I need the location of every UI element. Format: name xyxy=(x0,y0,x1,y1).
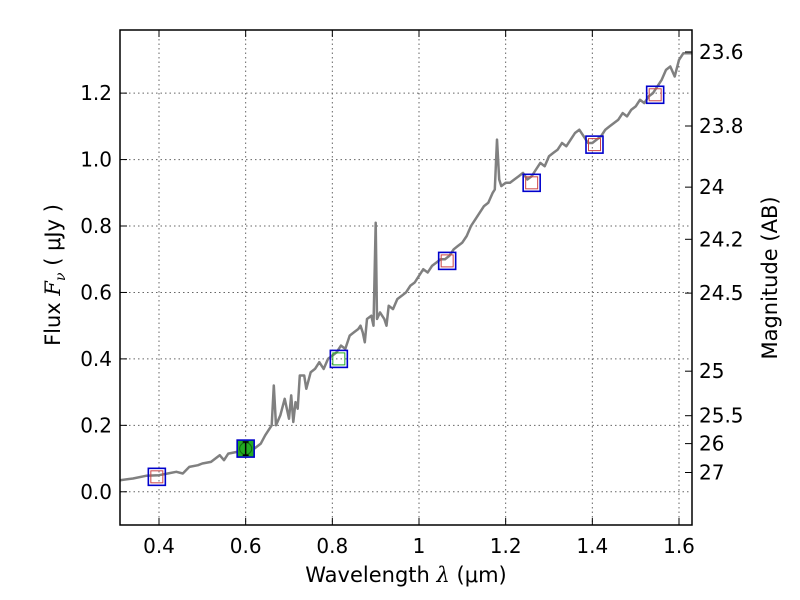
photometry-marker xyxy=(147,467,167,487)
magnitude-tick-label: 23.6 xyxy=(699,40,744,64)
photometry-marker xyxy=(585,135,604,154)
model-marker xyxy=(525,176,539,190)
photometry-marker xyxy=(645,85,665,105)
x-tick-label: 0.6 xyxy=(230,534,262,558)
magnitude-tick-label: 23.8 xyxy=(699,114,744,138)
photometry-point xyxy=(147,467,167,487)
x-axis-label: Wavelength λ (μm) xyxy=(305,563,506,587)
model-marker xyxy=(588,138,601,152)
x-tick-label: 1 xyxy=(413,534,426,558)
spectrum-line xyxy=(119,52,692,482)
magnitude-tick-label: 24.5 xyxy=(699,281,744,305)
photometry-point xyxy=(329,349,349,369)
magnitude-tick-label: 24 xyxy=(699,175,724,199)
photometry-point xyxy=(585,135,604,154)
model-marker xyxy=(150,470,164,484)
magnitude-tick-label: 25 xyxy=(699,359,724,383)
y-axis-label: Flux Fν ( μJy ) xyxy=(41,204,69,346)
photometry-point xyxy=(437,251,457,271)
x-tick-label: 0.8 xyxy=(316,534,348,558)
y-tick-label: 0.0 xyxy=(80,480,112,504)
x-tick-label: 1.2 xyxy=(490,534,522,558)
x-axis: 0.4 0.6 0.8 1 1.2 1.4 1.6 xyxy=(143,30,695,558)
magnitude-axis: 23.6 23.8 24 24.2 24.5 25 25.5 26 27 xyxy=(685,40,744,485)
magnitude-axis-label: Magnitude (AB) xyxy=(758,196,782,359)
y-axis: 0.0 0.2 0.4 0.6 0.8 1.0 1.2 xyxy=(80,81,127,504)
photometry-point xyxy=(645,85,665,105)
spectrum-layer xyxy=(119,52,692,482)
y-tick-label: 0.8 xyxy=(80,214,112,238)
y-tick-label: 0.2 xyxy=(80,413,112,437)
magnitude-tick-label: 27 xyxy=(699,461,724,485)
y-tick-label: 1.0 xyxy=(80,148,112,172)
y-tick-label: 0.6 xyxy=(80,280,112,304)
grid xyxy=(120,30,692,525)
x-tick-label: 1.6 xyxy=(663,534,695,558)
y-tick-label: 1.2 xyxy=(80,81,112,105)
magnitude-tick-label: 26 xyxy=(699,432,724,456)
photometry-marker xyxy=(522,173,541,193)
photometry-marker xyxy=(437,251,457,271)
photometry-point xyxy=(522,173,541,193)
x-tick-label: 0.4 xyxy=(143,534,175,558)
model-marker xyxy=(332,352,346,366)
magnitude-tick-label: 24.2 xyxy=(699,227,744,251)
magnitude-tick-label: 25.5 xyxy=(699,404,744,428)
model-marker xyxy=(648,88,662,102)
photometry-point xyxy=(236,439,255,458)
x-tick-label: 1.4 xyxy=(576,534,608,558)
photometry-marker xyxy=(329,349,349,369)
photometry-layer xyxy=(147,85,665,487)
plot-frame xyxy=(119,29,693,526)
model-marker xyxy=(440,254,454,268)
y-tick-label: 0.4 xyxy=(80,347,112,371)
